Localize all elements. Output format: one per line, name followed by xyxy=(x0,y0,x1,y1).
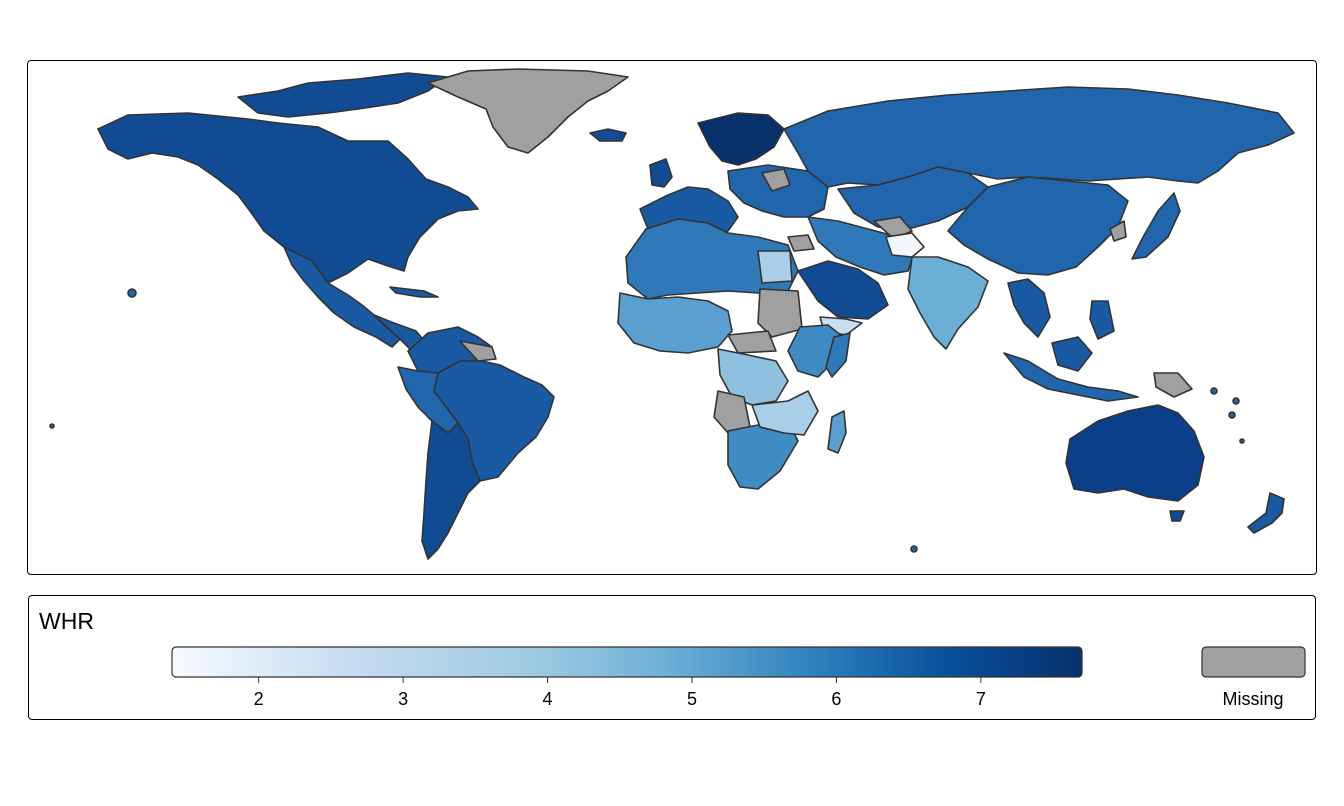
country-borneo xyxy=(1051,336,1093,372)
country-ukraine-belarus xyxy=(761,168,791,192)
country-central-african-rep xyxy=(727,330,777,354)
country-shapes xyxy=(49,68,1295,560)
country-russia xyxy=(783,86,1295,188)
country-southeast-asia xyxy=(1007,278,1051,338)
color-scale: 2 3 4 5 6 7 Missing xyxy=(171,646,1306,709)
country-greenland xyxy=(427,68,629,154)
country-island xyxy=(1210,387,1218,395)
country-congo-drc xyxy=(717,348,789,406)
legend-panel: WHR 2 3 4 5 6 7 Missing xyxy=(28,595,1316,720)
country-island xyxy=(1239,438,1245,444)
scale-tick-label: 7 xyxy=(976,689,986,709)
scale-tick-label: 3 xyxy=(398,689,408,709)
scale-tick-label: 5 xyxy=(687,689,697,709)
country-island xyxy=(910,545,918,553)
missing-label: Missing xyxy=(1222,689,1283,709)
country-philippines xyxy=(1089,300,1115,340)
scale-tick-label: 6 xyxy=(831,689,841,709)
country-angola xyxy=(713,390,751,434)
country-turkmenistan xyxy=(873,216,913,240)
country-afghanistan xyxy=(885,232,925,258)
country-scandinavia xyxy=(697,112,785,166)
country-korea xyxy=(1109,220,1127,242)
country-middle-east-iran xyxy=(807,216,915,276)
country-island xyxy=(1232,397,1240,405)
scale-tick-label: 2 xyxy=(254,689,264,709)
country-new-zealand xyxy=(1247,492,1285,534)
country-egypt xyxy=(757,250,793,284)
country-mozambique-zambia xyxy=(751,390,819,436)
country-mexico xyxy=(283,246,401,348)
country-cuba xyxy=(389,286,439,298)
color-bar xyxy=(171,646,1083,678)
country-uk xyxy=(649,158,673,188)
country-sudan xyxy=(757,288,803,338)
world-map xyxy=(49,68,1295,560)
scale-ticks: 2 3 4 5 6 7 xyxy=(254,677,986,709)
country-north-america xyxy=(97,112,479,284)
country-island xyxy=(1228,411,1236,419)
legend-title: WHR xyxy=(39,608,94,634)
country-horn-somalia xyxy=(825,332,851,378)
country-syria xyxy=(787,234,815,252)
country-papua xyxy=(1153,372,1193,398)
country-tasmania xyxy=(1169,510,1185,522)
country-indonesia xyxy=(1003,352,1139,402)
country-guyana xyxy=(459,340,497,362)
missing-swatch xyxy=(1201,646,1306,678)
map-panel xyxy=(27,60,1317,575)
country-iceland xyxy=(589,128,627,142)
country-china-mongolia xyxy=(947,176,1129,276)
country-west-africa xyxy=(617,292,733,354)
country-island xyxy=(127,288,137,298)
country-canada-islands xyxy=(237,72,449,118)
scale-tick-label: 4 xyxy=(543,689,553,709)
country-india xyxy=(907,256,989,350)
country-madagascar xyxy=(827,410,847,454)
country-saudi-arabia xyxy=(797,260,889,320)
country-australia xyxy=(1065,404,1205,502)
country-japan xyxy=(1131,192,1181,260)
country-chile-argentina xyxy=(421,420,481,560)
country-island xyxy=(49,423,55,429)
